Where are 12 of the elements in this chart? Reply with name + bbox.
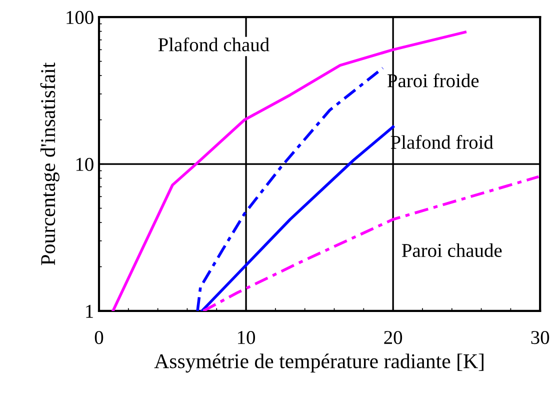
line-series bbox=[202, 175, 540, 311]
x-tick-label: 30 bbox=[531, 330, 550, 344]
x-tick-label: 20 bbox=[384, 330, 402, 344]
y-tick-label: 100 bbox=[66, 10, 94, 24]
y-tick-label: 10 bbox=[76, 158, 94, 171]
y-tick-label: 1 bbox=[86, 304, 93, 318]
text: Plafond chaud bbox=[158, 37, 270, 52]
y-axis-title: Pourcentage d'insatisfait bbox=[40, 62, 60, 266]
x-tick-label: 10 bbox=[238, 330, 256, 344]
x-axis-title: Assymétrie de température radiante [K] bbox=[154, 354, 484, 373]
x-tick-label: 0 bbox=[94, 330, 104, 344]
series-label: Paroi chaude bbox=[402, 243, 502, 258]
